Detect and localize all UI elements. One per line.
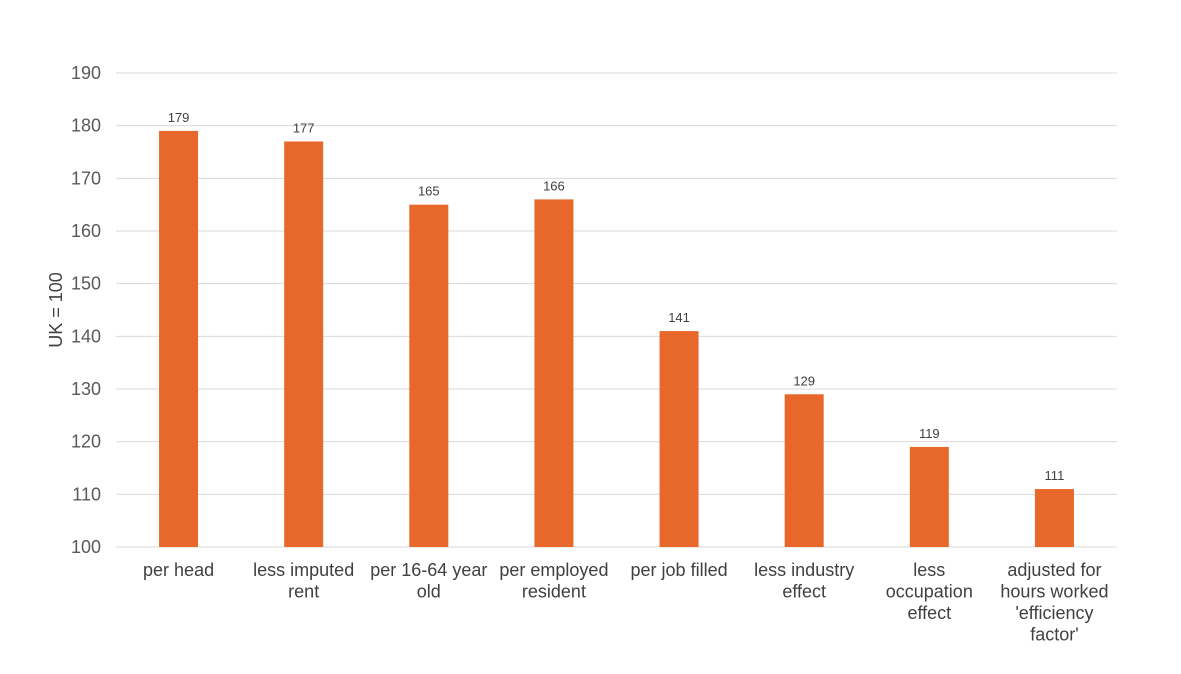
category-label: hours worked <box>1000 582 1108 602</box>
y-tick-label: 170 <box>71 168 101 188</box>
y-tick-label: 120 <box>71 432 101 452</box>
y-tick-label: 160 <box>71 221 101 241</box>
gridlines <box>116 72 1117 548</box>
data-labels: 179 177 165 166 141 129 119 111 <box>168 110 1065 483</box>
category-label: effect <box>907 603 951 623</box>
bar <box>1034 489 1074 547</box>
bars <box>159 130 1074 547</box>
category-label: per 16-64 year <box>370 560 487 580</box>
bar <box>784 394 824 547</box>
category-label: per job filled <box>631 560 728 580</box>
y-tick-label: 150 <box>71 274 101 294</box>
category-label: occupation <box>886 582 973 602</box>
bar <box>909 446 949 547</box>
y-axis-ticks: 100 110 120 130 140 150 160 170 180 190 <box>71 63 101 557</box>
bar-value-label: 111 <box>1045 468 1065 483</box>
y-tick-label: 110 <box>72 484 101 504</box>
bar-value-label: 141 <box>668 310 690 325</box>
category-label: effect <box>782 582 826 602</box>
y-tick-label: 140 <box>71 326 101 346</box>
y-tick-label: 190 <box>71 63 101 83</box>
bar-value-label: 129 <box>793 373 815 388</box>
category-label: less industry <box>754 560 854 580</box>
category-label: factor' <box>1030 625 1078 645</box>
category-label: 'efficiency <box>1015 603 1093 623</box>
bar-value-label: 177 <box>293 120 315 135</box>
category-label: per head <box>143 560 214 580</box>
bar-value-label: 179 <box>168 110 190 125</box>
y-tick-label: 130 <box>71 379 101 399</box>
bar <box>159 130 199 547</box>
category-label: less <box>913 560 945 580</box>
category-label: old <box>417 582 441 602</box>
bar <box>284 141 324 547</box>
category-label: resident <box>522 582 586 602</box>
bar <box>409 204 449 547</box>
bar-value-label: 119 <box>919 426 940 441</box>
bar-value-label: 166 <box>543 178 565 193</box>
y-axis-title: UK = 100 <box>46 272 66 348</box>
category-label: rent <box>288 582 319 602</box>
y-tick-label: 100 <box>71 537 101 557</box>
y-tick-label: 180 <box>71 116 101 136</box>
category-label: adjusted for <box>1007 560 1101 580</box>
category-label: per employed <box>499 560 608 580</box>
bar-value-label: 165 <box>418 184 440 199</box>
bar <box>659 331 699 547</box>
bar <box>534 199 574 547</box>
category-label: less imputed <box>253 560 354 580</box>
